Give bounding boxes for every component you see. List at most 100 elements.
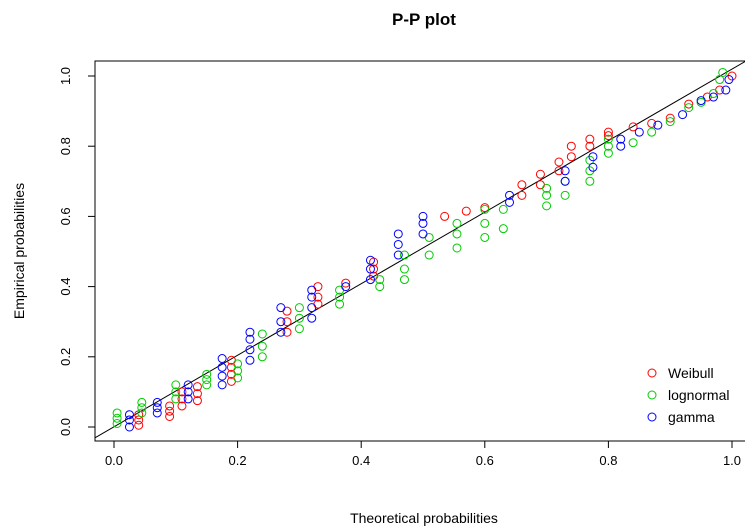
point-weibull [440, 211, 450, 221]
point-lognormal [375, 282, 385, 292]
point-weibull [192, 396, 202, 406]
point-weibull [566, 152, 576, 162]
point-gamma [276, 303, 286, 313]
reference-line [94, 61, 745, 439]
x-axis-label: Theoretical probabilities [350, 510, 498, 526]
point-gamma [616, 134, 626, 144]
point-lognormal [202, 375, 212, 385]
x-tick-label: 0.8 [599, 453, 617, 468]
point-gamma [217, 371, 227, 381]
y-tick-label: 0.2 [58, 348, 73, 366]
point-gamma [560, 166, 570, 176]
legend-label-weibull: Weibull [668, 365, 714, 381]
point-lognormal [452, 229, 462, 239]
point-gamma [276, 327, 286, 337]
point-weibull [684, 99, 694, 109]
point-weibull [282, 306, 292, 316]
point-lognormal [137, 408, 147, 418]
point-weibull [554, 157, 564, 167]
point-lognormal [171, 394, 181, 404]
point-gamma [341, 282, 351, 292]
point-gamma [307, 303, 317, 313]
point-gamma [365, 255, 375, 265]
point-lognormal [171, 380, 181, 390]
y-tick-label: 0.4 [58, 278, 73, 296]
point-gamma [245, 355, 255, 365]
point-gamma [588, 162, 598, 172]
point-weibull [313, 282, 323, 292]
point-lognormal [257, 341, 267, 351]
point-weibull [554, 166, 564, 176]
point-lognormal [665, 117, 675, 127]
point-gamma [217, 362, 227, 372]
point-gamma [152, 408, 162, 418]
point-gamma [217, 354, 227, 364]
point-lognormal [112, 413, 122, 423]
point-weibull [165, 411, 175, 421]
point-weibull [535, 180, 545, 190]
point-gamma [696, 96, 706, 106]
point-gamma [418, 211, 428, 221]
legend: Weibull lognormal gamma [647, 365, 729, 425]
point-gamma [245, 334, 255, 344]
point-lognormal [233, 359, 243, 369]
point-lognormal [294, 313, 304, 323]
point-weibull [177, 387, 187, 397]
point-gamma [708, 92, 718, 102]
point-lognormal [542, 183, 552, 193]
point-gamma [245, 345, 255, 355]
reference-line-group [94, 61, 745, 439]
point-lognormal [335, 292, 345, 302]
point-lognormal [294, 324, 304, 334]
legend-label-gamma: gamma [668, 409, 715, 425]
legend-label-lognormal: lognormal [668, 387, 729, 403]
point-lognormal [452, 243, 462, 253]
y-tick-label: 1.0 [58, 67, 73, 85]
point-gamma [245, 327, 255, 337]
y-tick-label: 0.0 [58, 418, 73, 436]
point-gamma [616, 141, 626, 151]
point-weibull [134, 420, 144, 430]
point-lognormal [294, 303, 304, 313]
point-lognormal [452, 218, 462, 228]
point-lognormal [498, 224, 508, 234]
point-gamma [183, 394, 193, 404]
point-lognormal [684, 103, 694, 113]
point-weibull [566, 141, 576, 151]
x-tick-label: 0.6 [476, 453, 494, 468]
point-lognormal [375, 275, 385, 285]
point-gamma [653, 120, 663, 130]
point-lognormal [202, 380, 212, 390]
point-weibull [282, 327, 292, 337]
point-gamma [307, 313, 317, 323]
point-lognormal [480, 218, 490, 228]
point-lognormal [399, 264, 409, 274]
point-lognormal [628, 138, 638, 148]
point-weibull [517, 180, 527, 190]
point-weibull [585, 134, 595, 144]
point-lognormal [171, 387, 181, 397]
point-gamma [307, 292, 317, 302]
point-lognormal [112, 418, 122, 428]
point-weibull [535, 169, 545, 179]
point-weibull [165, 406, 175, 416]
point-weibull [603, 131, 613, 141]
point-weibull [177, 401, 187, 411]
point-gamma [393, 239, 403, 249]
point-weibull [461, 206, 471, 216]
plot-area [94, 60, 745, 442]
point-gamma [505, 197, 515, 207]
point-gamma [418, 229, 428, 239]
x-tick-label: 0.2 [229, 453, 247, 468]
point-lognormal [585, 176, 595, 186]
point-lognormal [233, 366, 243, 376]
y-tick-label: 0.8 [58, 137, 73, 155]
point-gamma [152, 397, 162, 407]
y-axis-label: Empirical probabilities [11, 183, 27, 319]
point-lognormal [233, 373, 243, 383]
point-lognormal [399, 250, 409, 260]
point-lognormal [424, 232, 434, 242]
point-gamma [588, 152, 598, 162]
point-gamma [678, 110, 688, 120]
